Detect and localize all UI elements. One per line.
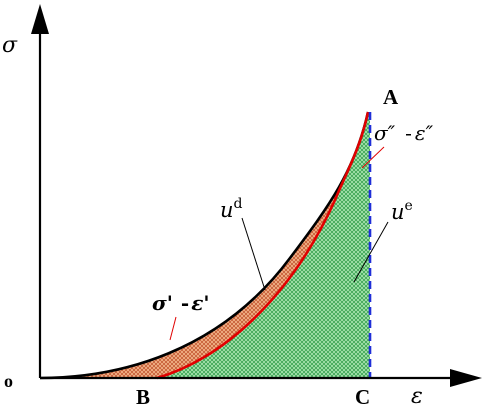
point-c-label: C (355, 385, 370, 408)
unloading-curve-label-sep: - (405, 121, 412, 145)
elastic-energy-label-sup: e (405, 198, 413, 214)
dissipated-energy-label-base: u (220, 198, 234, 222)
elastic-energy-region (157, 112, 370, 378)
loading-curve-label-sigma: σ' (152, 291, 173, 315)
loading-curve-label-eps: ε' (191, 291, 209, 315)
unloading-curve-label-sigma: σ″ (374, 121, 396, 145)
point-b-label: B (136, 385, 150, 408)
origin-label: o (4, 371, 13, 391)
dissipated-energy-label-sup: d (234, 196, 243, 212)
y-axis-arrow (31, 4, 49, 34)
unloading-curve-label: σ″ - ε″ (374, 121, 434, 145)
elastic-energy-label-base: u (391, 200, 405, 224)
loading-curve-label-sep: - (181, 291, 189, 315)
ue-leader-line (353, 221, 389, 283)
x-axis-arrow (450, 369, 482, 387)
loading-label-leader (169, 316, 177, 341)
y-axis-label: σ (2, 33, 18, 58)
unloading-curve (156, 111, 370, 380)
loading-curve-label: σ' - ε' (152, 291, 209, 315)
dissipated-energy-region (40, 112, 368, 378)
elastic-energy-label: ue (391, 198, 413, 224)
x-axis-label: ε (411, 384, 423, 408)
unloading-label-leader (361, 146, 385, 169)
ud-leader-line (241, 217, 266, 291)
unloading-curve-label-eps: ε″ (415, 121, 434, 145)
dissipated-energy-label: ud (220, 196, 243, 222)
point-a-label: A (383, 85, 399, 109)
